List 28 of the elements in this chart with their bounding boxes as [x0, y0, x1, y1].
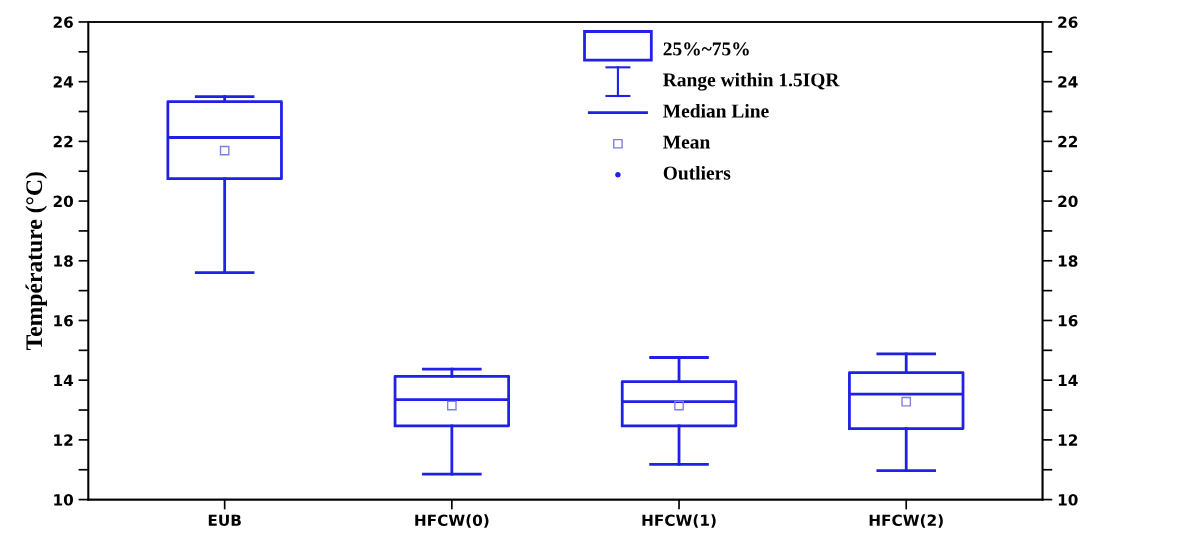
y2-tick-label: 18	[1058, 255, 1078, 267]
x-tick-label: HFCW(0)	[415, 514, 489, 528]
x-tick-label: HFCW(1)	[642, 514, 716, 528]
annotation: 25%~75%	[663, 42, 749, 56]
annotation: Mean	[663, 135, 710, 149]
y2-tick-label: 22	[1058, 135, 1078, 148]
y-tick-label: 16	[54, 314, 73, 327]
annotation: Median Line	[663, 103, 769, 118]
y-tick-label: 22	[53, 135, 73, 148]
y2-tick-label: 12	[1058, 434, 1078, 446]
y-tick-label: 10	[54, 494, 74, 506]
y2-tick-label: 16	[1058, 314, 1078, 327]
y-tick-label: 20	[53, 195, 74, 208]
y2-tick-label: 24	[1058, 76, 1078, 88]
annotation: Range within 1.5IQR	[663, 72, 840, 91]
y2-tick-label: 26	[1058, 16, 1078, 28]
y-tick-label: 26	[53, 16, 73, 28]
y2-tick-label: 10	[1058, 494, 1078, 506]
y-tick-label: 18	[54, 255, 73, 267]
y-tick-label: 14	[54, 374, 74, 386]
x-tick-label: HFCW(2)	[869, 514, 943, 528]
y2-tick-label: 20	[1058, 195, 1078, 208]
y2-tick-label: 14	[1058, 374, 1078, 386]
y-axis-title: Température (°C)	[25, 172, 47, 351]
y-tick-label: 24	[53, 76, 74, 88]
y-tick-label: 12	[54, 434, 73, 446]
x-tick-label: EUB	[208, 514, 241, 526]
annotation: Outliers	[663, 165, 731, 180]
